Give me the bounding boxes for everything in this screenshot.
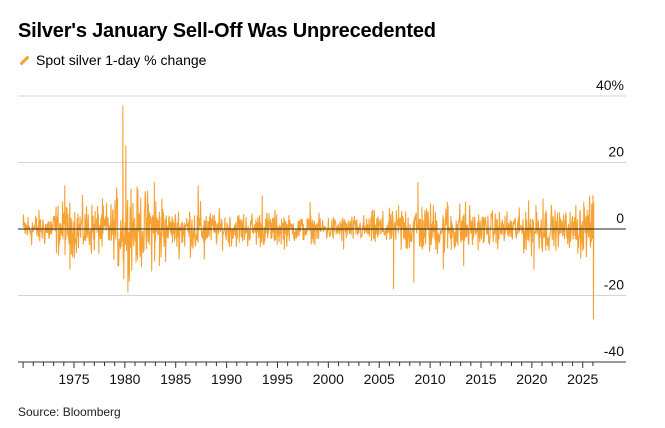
chart-title: Silver's January Sell-Off Was Unpreceden… xyxy=(18,20,436,42)
x-tick-label: 1980 xyxy=(109,371,140,387)
x-tick-label: 1985 xyxy=(160,371,191,387)
series-group xyxy=(22,105,595,320)
x-tick-label: 2020 xyxy=(516,371,547,387)
x-tick-label: 1975 xyxy=(58,371,89,387)
x-tick-label: 2025 xyxy=(567,371,598,387)
x-tick-label: 2005 xyxy=(364,371,395,387)
source-note: Source: Bloomberg xyxy=(18,405,121,419)
x-axis-labels: 1975 1980 1985 1990 1995 2000 2005 2010 2015 2020… xyxy=(58,371,598,387)
x-tick-label: 2010 xyxy=(415,371,446,387)
legend-label: Spot silver 1-day % change xyxy=(36,52,207,68)
x-tick-label: 1995 xyxy=(262,371,293,387)
x-tick-label: 1990 xyxy=(211,371,242,387)
x-tick-label: 2000 xyxy=(313,371,344,387)
y-tick-label: 20 xyxy=(608,144,624,160)
y-tick-label: 40% xyxy=(596,77,624,93)
y-tick-label: -40 xyxy=(604,343,624,359)
y-tick-label: 0 xyxy=(616,210,624,226)
legend: Spot silver 1-day % change xyxy=(18,52,206,68)
series-line-spot-silver xyxy=(22,105,595,320)
x-axis xyxy=(18,361,626,368)
x-tick-label: 2015 xyxy=(465,371,496,387)
y-tick-label: -20 xyxy=(604,277,624,293)
y-axis-labels: 40% 20 0 -20 -40 xyxy=(596,77,624,359)
